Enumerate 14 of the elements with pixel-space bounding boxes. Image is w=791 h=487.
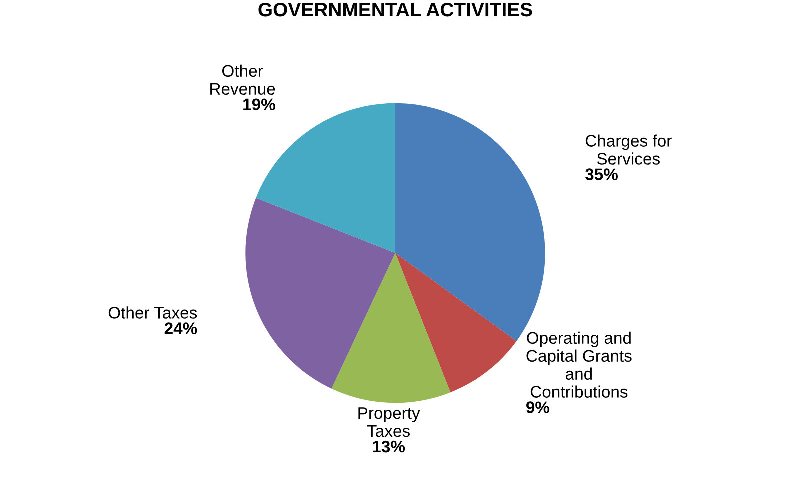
data-label: 9%: [526, 402, 550, 414]
pie-slice: [332, 253, 451, 404]
data-label: 13%: [373, 440, 406, 453]
slice-label: Charges for Services: [586, 134, 672, 165]
slice-label: Property Taxes: [358, 408, 420, 438]
data-label: 24%: [164, 322, 198, 334]
slice-label: Other Revenue: [210, 64, 276, 96]
pie-slice: [396, 253, 517, 393]
data-label: 19%: [244, 98, 276, 111]
slice-label: Other Taxes: [108, 306, 198, 319]
slice-label: Operating and Capital Grants and Contributions: [526, 332, 632, 398]
chart-title: GOVERNMENTAL ACTIVITIES: [258, 2, 532, 17]
data-label: 35%: [585, 168, 618, 180]
pie-slice: [246, 198, 396, 389]
